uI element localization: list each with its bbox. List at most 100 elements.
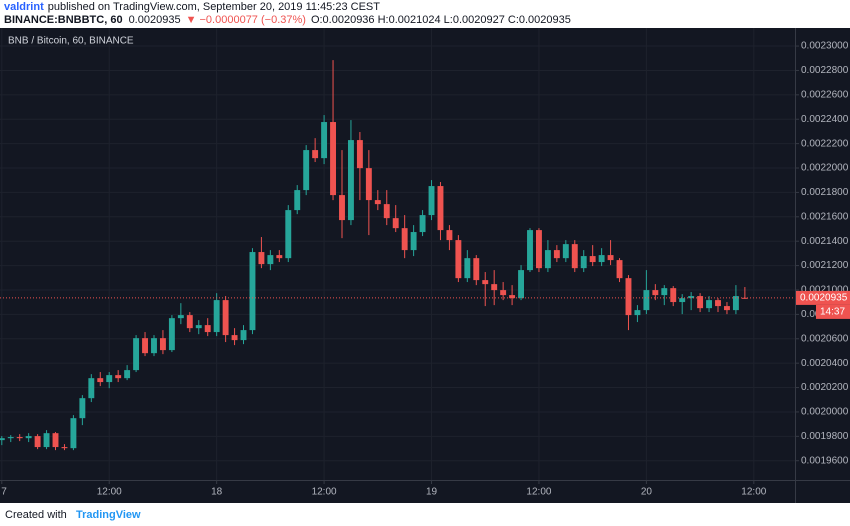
- candle-body: [240, 330, 247, 341]
- symbol: BINANCE:BNBBTC, 60: [4, 14, 123, 26]
- last-price-label: 0.0020935: [800, 293, 848, 304]
- candle-body: [562, 244, 569, 259]
- candle-body: [643, 290, 650, 311]
- y-tick-label: 0.0021000: [801, 285, 849, 296]
- candle-body: [159, 338, 166, 351]
- candle-body: [258, 252, 265, 265]
- y-tick-label: 0.0020200: [801, 382, 849, 393]
- y-tick-label: 0.0022200: [801, 138, 849, 149]
- candle-body: [535, 230, 542, 269]
- candle-body: [347, 140, 354, 221]
- x-tick-label: 12:00: [741, 487, 766, 498]
- brand[interactable]: TradingView: [76, 509, 141, 521]
- author[interactable]: valdrint: [4, 1, 44, 13]
- y-tick-label: 0.0022800: [801, 65, 849, 76]
- footer: Created with TradingView: [0, 503, 850, 526]
- candle-body: [267, 255, 274, 265]
- ohlc: O:0.0020936 H:0.0021024 L:0.0020927 C:0.…: [310, 14, 571, 26]
- candle-body: [43, 433, 50, 448]
- x-tick-label: 12:00: [312, 487, 337, 498]
- x-tick-label: 20: [641, 487, 653, 498]
- last-price-box: [796, 290, 850, 305]
- candle-body: [151, 338, 157, 354]
- y-tick-label: 0.0021200: [801, 260, 849, 271]
- x-tick-label: 12:00: [526, 487, 551, 498]
- candle-body: [133, 338, 140, 371]
- candle-body: [732, 296, 739, 311]
- quote-line: BINANCE:BNBBTC, 60 0.0020935 ▼ −0.0000077 …: [4, 14, 571, 26]
- candle-body: [670, 288, 677, 303]
- candle-body: [652, 290, 659, 296]
- x-tick-label: 19: [426, 487, 438, 498]
- y-tick-label: 0.0022600: [801, 89, 849, 100]
- candle-body: [616, 260, 623, 279]
- candle-body: [97, 378, 104, 383]
- published: published on TradingView.com, September …: [47, 1, 380, 13]
- countdown: 14:37: [820, 307, 845, 318]
- x-tick-label: 7: [1, 487, 7, 498]
- y-tick-label: 0.0019800: [801, 431, 849, 442]
- candle-body: [294, 190, 301, 211]
- candle-body: [231, 335, 238, 341]
- candle-body: [186, 315, 193, 329]
- y-tick-label: 0.0021600: [801, 211, 849, 222]
- candle-body: [428, 186, 435, 216]
- candle-body: [455, 240, 462, 279]
- candle-body: [464, 258, 471, 279]
- y-tick-label: 0.0023000: [801, 41, 849, 52]
- candle-body: [410, 232, 417, 251]
- price: 0.0020935: [128, 14, 181, 26]
- candle-body: [124, 370, 131, 379]
- candle-body: [544, 250, 551, 269]
- candle-body: [70, 418, 77, 449]
- candle-body: [0, 438, 5, 441]
- candle-body: [589, 256, 596, 263]
- chart: 0.0019600 0.0019800 0.0020000 0.0020200 0.00…: [0, 28, 850, 503]
- candle-body: [285, 210, 292, 259]
- candle-body: [634, 310, 641, 316]
- candle-body: [34, 436, 41, 448]
- candle-body: [177, 315, 184, 319]
- candle-body: [204, 325, 211, 333]
- candle-body: [688, 296, 695, 299]
- candle-body: [580, 256, 587, 269]
- x-tick-label: 18: [211, 487, 223, 498]
- candle-body: [356, 140, 363, 169]
- candle-body: [401, 228, 408, 251]
- candle-body: [276, 255, 283, 259]
- candle-body: [724, 306, 730, 311]
- candle-body: [392, 218, 399, 229]
- candle-body: [106, 375, 113, 383]
- candle-body: [491, 284, 498, 291]
- candle-body: [473, 258, 480, 281]
- y-tick-label: 0.0021400: [801, 236, 849, 247]
- candle-body: [383, 204, 390, 219]
- candle-body: [553, 250, 560, 259]
- candle-body: [61, 447, 68, 449]
- candle-body: [500, 290, 507, 296]
- candle-body: [715, 300, 721, 307]
- chart-title: BNB / Bitcoin, 60, BINANCE: [8, 36, 134, 47]
- x-tick-label: 12:00: [97, 487, 122, 498]
- candle-body: [88, 378, 95, 399]
- candle-body: [625, 278, 632, 316]
- candle-body: [419, 215, 426, 233]
- candle-body: [679, 298, 686, 303]
- candle-body: [339, 195, 345, 221]
- candle-body: [115, 375, 122, 379]
- candle-body: [142, 338, 148, 354]
- candle-body: [518, 270, 525, 299]
- candle-body: [330, 122, 336, 196]
- candle-body: [321, 122, 328, 159]
- change: ▼ −0.0000077 (−0.37%): [185, 14, 306, 26]
- created-with: Created with: [5, 509, 67, 521]
- y-tick-label: 0.0020600: [801, 333, 849, 344]
- candle-body: [482, 280, 489, 285]
- candle-body: [25, 436, 32, 439]
- candle-body: [52, 433, 59, 448]
- candle-body: [571, 244, 578, 269]
- publish-line: valdrint published on TradingView.com, Se…: [4, 1, 380, 13]
- header: valdrint published on TradingView.com, Se…: [0, 0, 850, 28]
- candle-body: [16, 437, 23, 439]
